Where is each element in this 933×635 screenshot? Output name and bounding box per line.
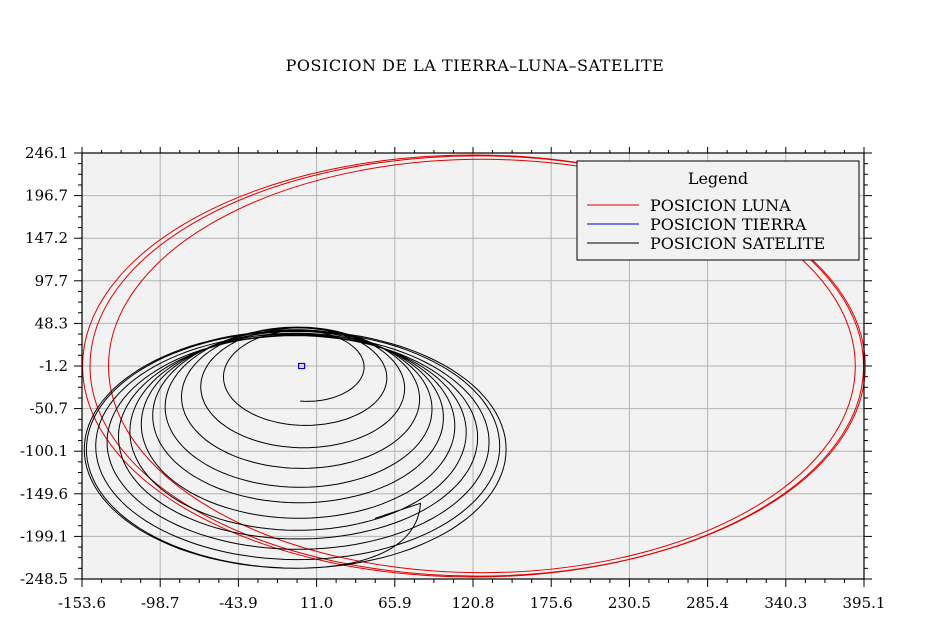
legend-entry-label: POSICION TIERRA (650, 215, 807, 234)
x-tick-labels: -153.6 -98.7 -43.9 11.0 65.9 120.8 175.6 230.5 2… (58, 594, 885, 612)
plot-frame (81, 152, 865, 580)
x-tick-label: 120.8 (452, 594, 495, 612)
y-tick-label: 147.2 (25, 229, 68, 247)
luna-orbit-loop (108, 158, 856, 574)
x-tick-label: 395.1 (843, 594, 886, 612)
y-tick-labels: 246.1 196.7 147.2 97.7 48.3 -1.2 -50.7 -100.1 -1… (20, 144, 68, 588)
x-tick-label: -153.6 (58, 594, 106, 612)
y-tick-label: -248.5 (20, 570, 68, 588)
x-tick-label: -43.9 (219, 594, 257, 612)
chart-title: POSICION DE LA TIERRA–LUNA–SATELITE (286, 56, 665, 75)
y-tick-label: -50.7 (30, 400, 68, 418)
x-tick-label: 230.5 (608, 594, 651, 612)
satelite-trajectory (83, 326, 507, 569)
x-tick-label: 11.0 (300, 594, 333, 612)
legend-entry-label: POSICION SATELITE (650, 234, 825, 253)
x-tick-label: 175.6 (530, 594, 573, 612)
x-tick-label: -98.7 (141, 594, 179, 612)
y-tick-label: -100.1 (20, 442, 68, 460)
ticks (74, 147, 872, 587)
tierra-marker (298, 362, 306, 370)
luna-orbit-loop (89, 155, 866, 577)
y-tick-label: -1.2 (39, 357, 68, 375)
y-tick-label: 97.7 (35, 272, 68, 290)
legend-title: Legend (688, 169, 748, 188)
x-tick-label: 65.9 (378, 594, 411, 612)
x-tick-label: 285.4 (686, 594, 729, 612)
legend-entry-label: POSICION LUNA (650, 196, 791, 215)
y-tick-label: -149.6 (20, 485, 68, 503)
y-tick-label: 196.7 (25, 187, 68, 205)
y-tick-label: 246.1 (25, 144, 68, 162)
y-tick-label: -199.1 (20, 527, 68, 545)
x-tick-label: 340.3 (764, 594, 807, 612)
y-tick-label: 48.3 (35, 314, 68, 332)
